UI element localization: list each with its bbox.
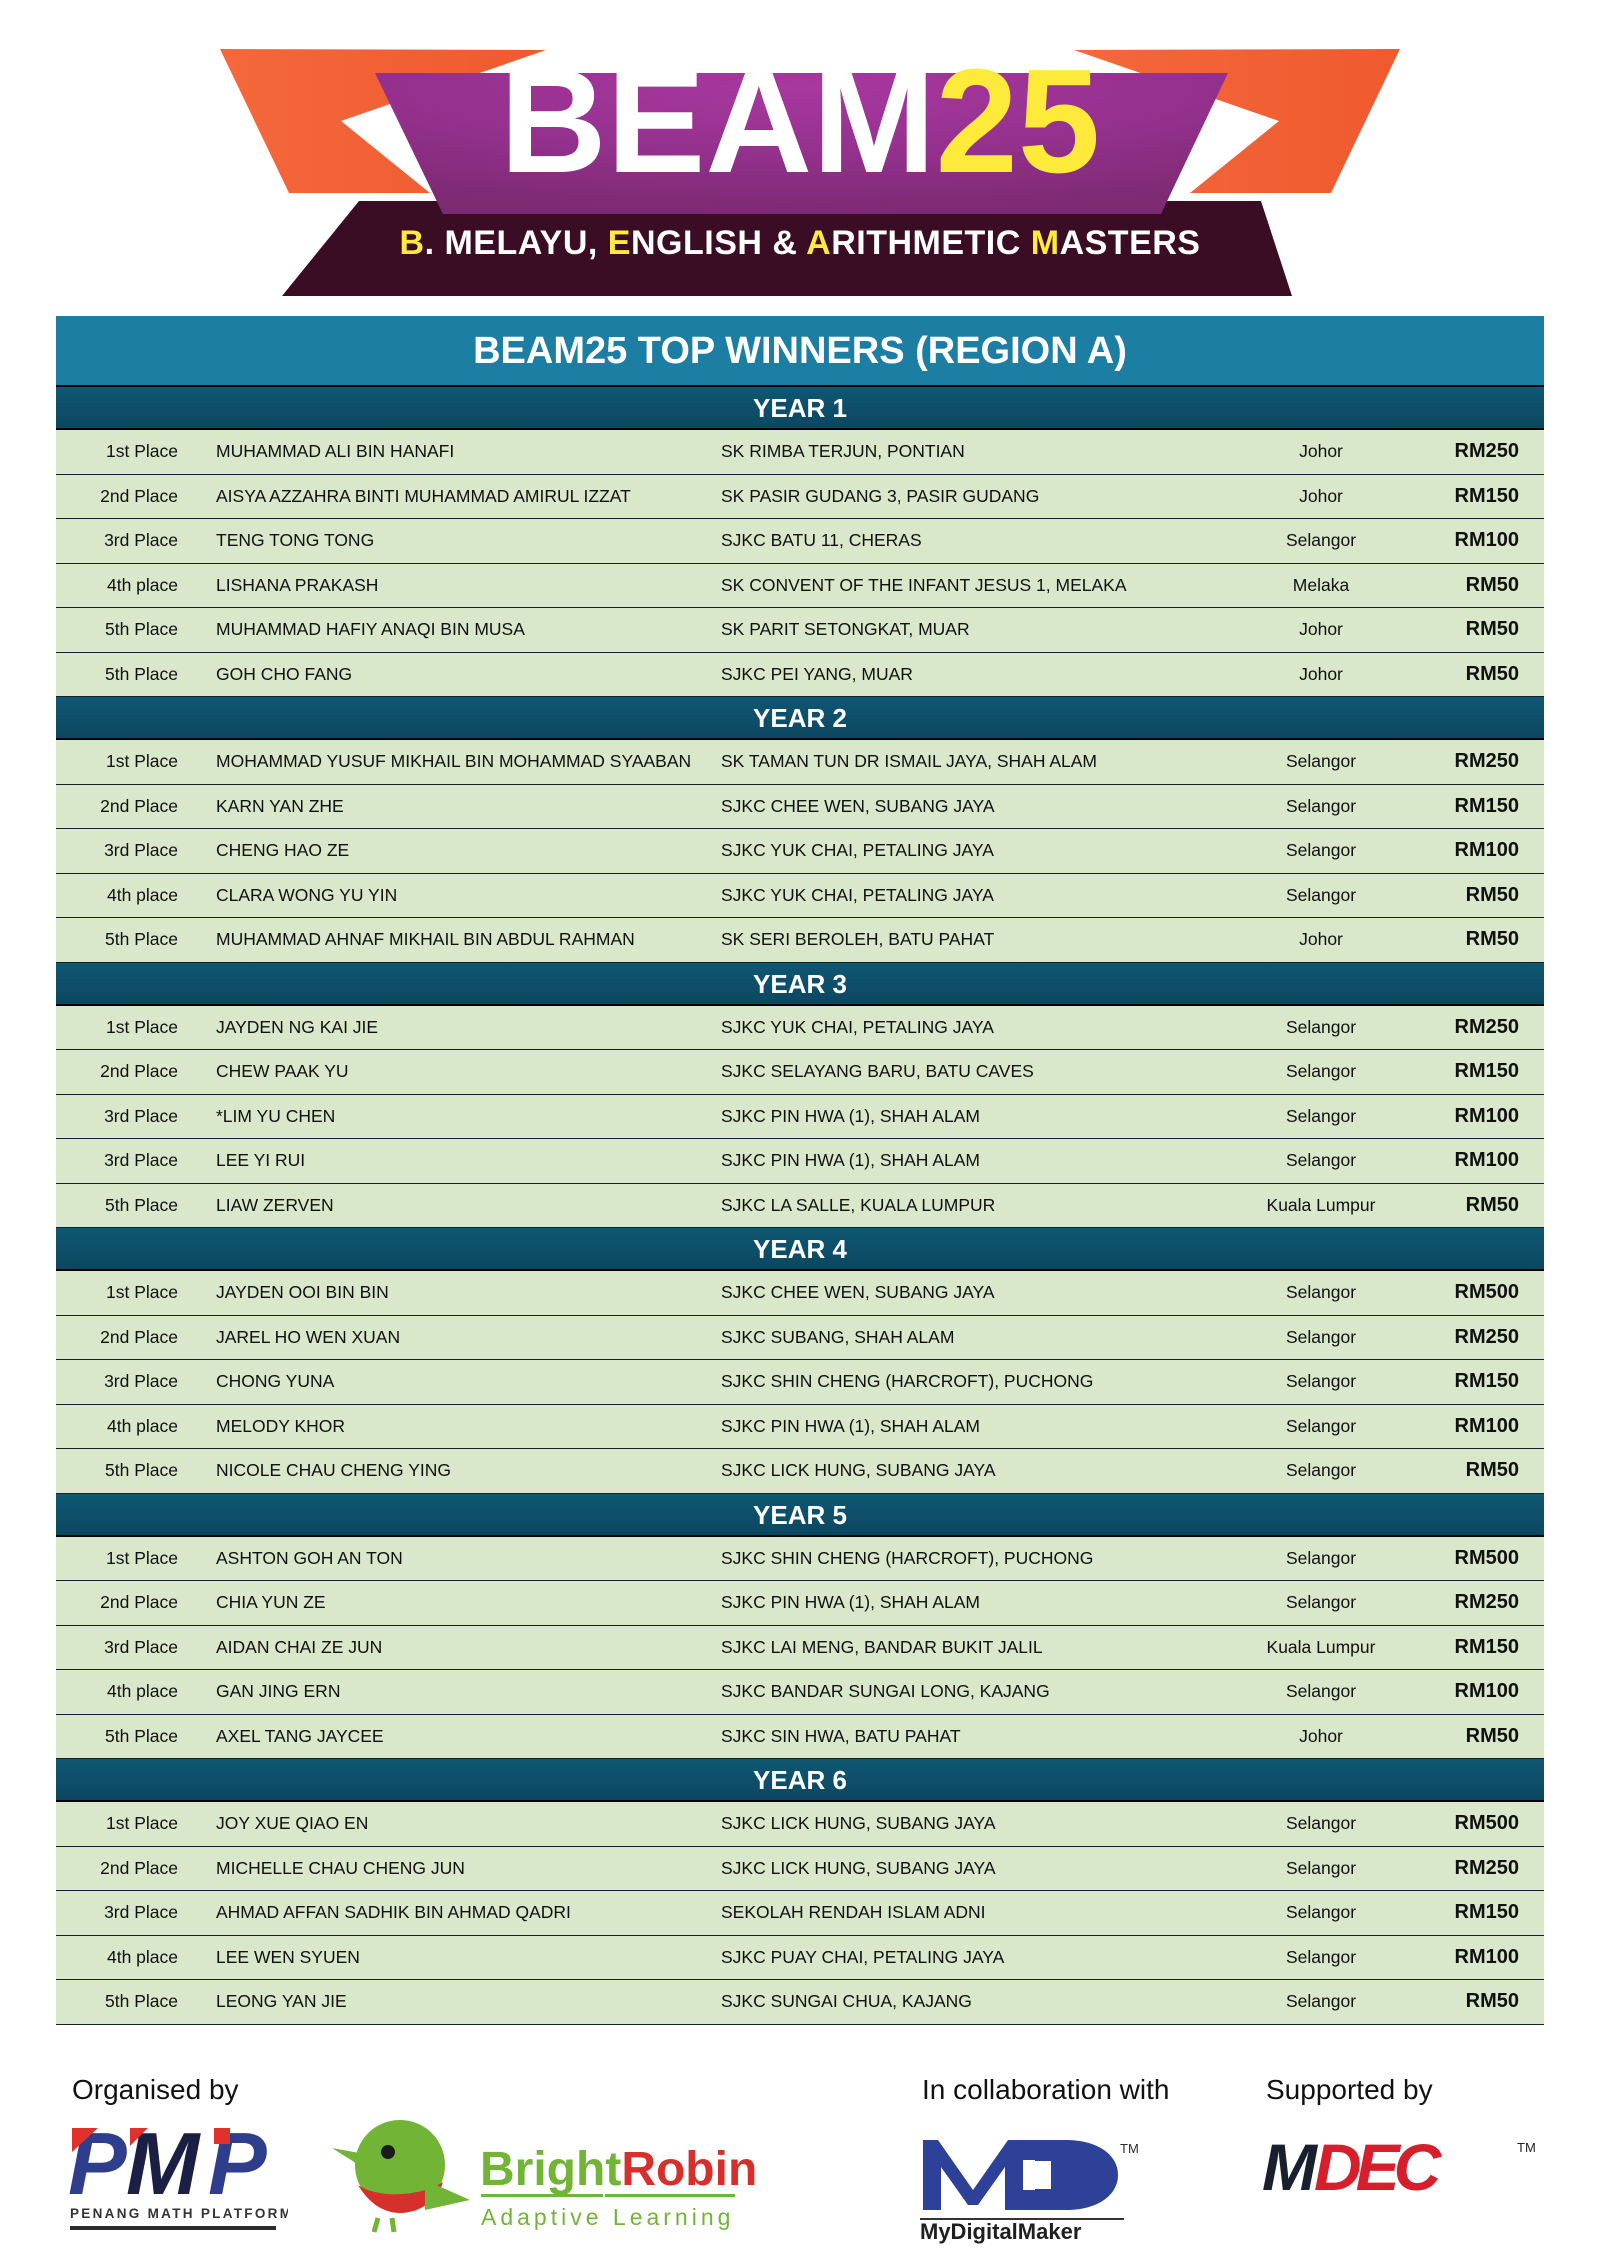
svg-text:PENANG MATH PLATFORM: PENANG MATH PLATFORM	[70, 2206, 288, 2221]
svg-text:M: M	[1262, 2130, 1319, 2204]
svg-text:TM: TM	[1120, 2141, 1139, 2156]
svg-text:MyDigitalMaker: MyDigitalMaker	[920, 2219, 1082, 2244]
svg-text:Adaptive Learning: Adaptive Learning	[481, 2204, 734, 2230]
svg-text:BrightRobin: BrightRobin	[480, 2143, 757, 2196]
svg-text:DEC: DEC	[1314, 2130, 1443, 2204]
svg-text:TM: TM	[1517, 2140, 1536, 2155]
